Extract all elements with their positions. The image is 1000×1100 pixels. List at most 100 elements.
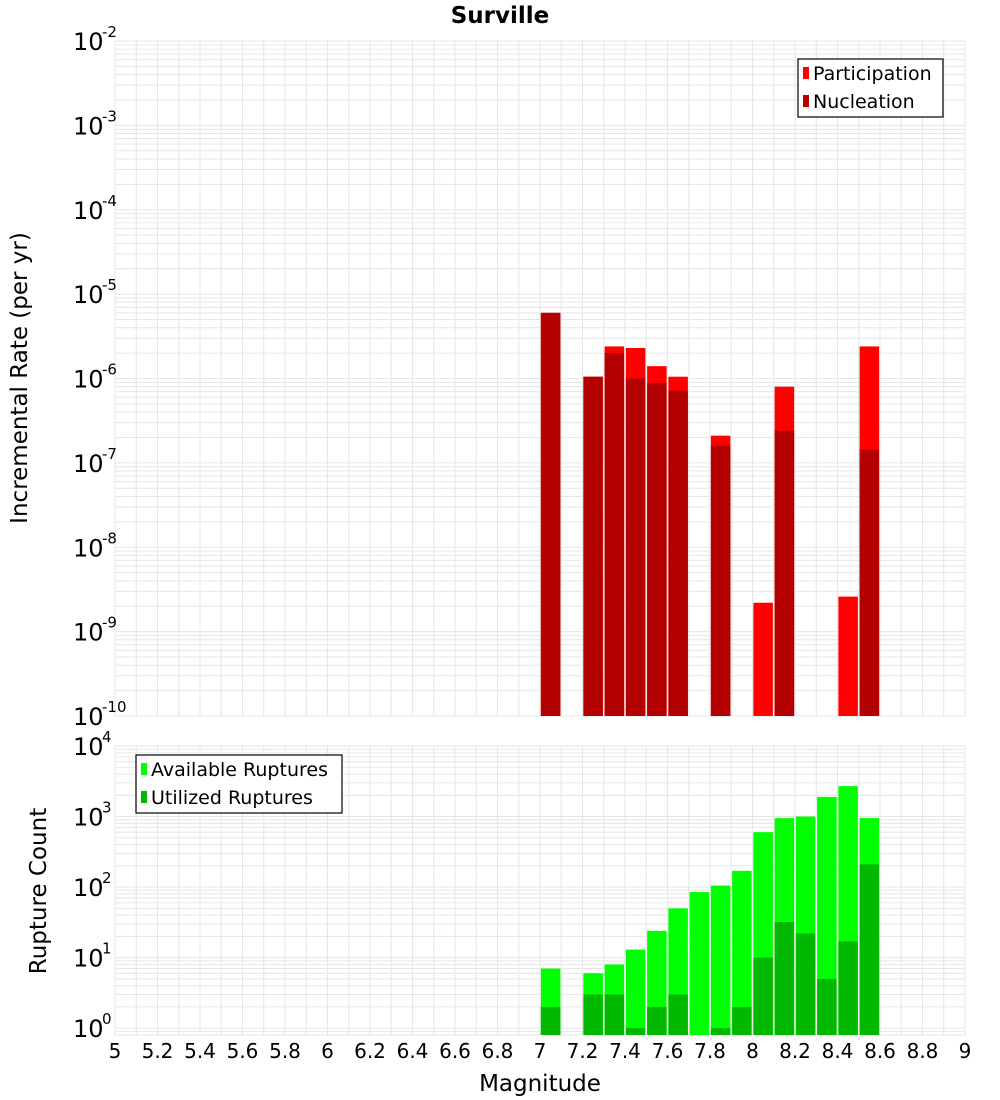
top-legend: Participation Nucleation (797, 58, 944, 118)
count-bar-b (647, 1006, 667, 1035)
count-y-tick-base: 10 (73, 804, 104, 832)
rate-y-tick-exponent: -6 (102, 361, 117, 379)
count-y-tick-exponent: 1 (102, 940, 112, 958)
rate-y-tick-exponent: -7 (102, 445, 117, 463)
rate-bar-a (753, 602, 773, 716)
rate-y-tick-base: 10 (73, 28, 104, 56)
bottom-y-axis-title: Rupture Count (26, 808, 52, 974)
count-bar-b (774, 921, 795, 1035)
x-tick-label: 7.6 (652, 1039, 684, 1063)
legend-swatch (803, 67, 809, 79)
rate-y-tick-base: 10 (73, 703, 104, 731)
rate-bar-b (774, 430, 795, 716)
x-tick-label: 5 (109, 1039, 122, 1063)
count-bar-b (732, 1006, 752, 1035)
rate-y-tick-exponent: -10 (102, 698, 127, 716)
count-y-tick-exponent: 4 (102, 728, 112, 746)
rate-y-tick-exponent: -5 (102, 276, 117, 294)
count-bar-b (859, 864, 880, 1035)
top-y-axis: 10-210-310-410-510-610-710-810-910-10 (73, 23, 127, 731)
count-bar-b (625, 1028, 646, 1035)
count-bar-b (795, 933, 816, 1035)
count-bar-a (689, 892, 710, 1035)
rate-y-tick-base: 10 (73, 619, 104, 647)
rate-bar-b (540, 312, 561, 716)
count-y-tick-exponent: 3 (102, 799, 112, 817)
rate-bar-b (583, 376, 603, 716)
count-y-tick-base: 10 (73, 733, 104, 761)
count-bar-a (732, 870, 752, 1035)
rate-y-tick-exponent: -2 (102, 23, 117, 41)
legend-label: Nucleation (813, 91, 915, 113)
count-bar-b (583, 994, 603, 1035)
rate-bar-b (647, 383, 667, 716)
rate-y-tick-base: 10 (73, 450, 104, 478)
legend-label: Available Ruptures (151, 759, 328, 781)
legend-label: Utilized Ruptures (151, 787, 313, 809)
x-axis-title: Magnitude (479, 1071, 601, 1097)
x-tick-label: 7.2 (567, 1039, 599, 1063)
rate-y-tick-base: 10 (73, 281, 104, 309)
count-y-tick-exponent: 0 (102, 1010, 112, 1028)
count-bar-b (668, 994, 688, 1035)
x-tick-label: 5.6 (227, 1039, 259, 1063)
x-tick-label: 8.2 (779, 1039, 811, 1063)
legend-frame (797, 58, 944, 118)
rate-bar-b (625, 378, 646, 716)
top-grid (114, 40, 966, 717)
rate-bar-b (859, 449, 880, 716)
x-tick-label: 5.2 (142, 1039, 174, 1063)
rate-y-tick-base: 10 (73, 112, 104, 140)
rate-y-tick-base: 10 (73, 534, 104, 562)
bottom-bars (540, 786, 880, 1035)
count-bar-b (604, 994, 625, 1035)
rate-y-tick-exponent: -8 (102, 529, 117, 547)
rate-bar-a (838, 596, 858, 716)
x-tick-label: 9 (959, 1039, 972, 1063)
count-bar-a (625, 949, 646, 1035)
top-y-axis-title: Incremental Rate (per yr) (7, 232, 33, 524)
chart-title: Surville (451, 3, 550, 29)
count-bar-a (817, 796, 837, 1035)
x-tick-label: 8.6 (864, 1039, 896, 1063)
x-tick-label: 6.6 (439, 1039, 471, 1063)
x-tick-label: 6.4 (397, 1039, 429, 1063)
legend-swatch (803, 95, 809, 107)
count-bar-b (838, 941, 858, 1035)
x-tick-label: 8.4 (822, 1039, 854, 1063)
x-tick-label: 6 (321, 1039, 334, 1063)
count-y-tick-base: 10 (73, 945, 104, 973)
count-y-tick-base: 10 (73, 874, 104, 902)
rate-y-tick-exponent: -9 (102, 614, 117, 632)
x-axis: 5 5.2 5.4 5.6 5.8 6 6.2 6.4 6.6 6.8 7 7.2 7.4 7.6 7.8 8… (109, 1039, 972, 1063)
count-y-tick-base: 10 (73, 1015, 104, 1043)
x-tick-label: 7 (534, 1039, 547, 1063)
bottom-legend: Available Ruptures Utilized Ruptures (135, 754, 343, 814)
x-tick-label: 8 (746, 1039, 759, 1063)
rate-bar-b (710, 445, 731, 716)
legend-frame (135, 754, 343, 814)
x-tick-label: 7.4 (609, 1039, 641, 1063)
legend-label: Participation (813, 63, 932, 85)
count-bar-b (753, 957, 773, 1035)
x-tick-label: 7.8 (694, 1039, 726, 1063)
count-bar-b (710, 1028, 731, 1035)
legend-swatch (141, 791, 147, 803)
rate-bar-b (604, 353, 625, 716)
rate-bar-b (668, 390, 688, 716)
count-bar-b (817, 978, 837, 1035)
rate-y-tick-exponent: -3 (102, 107, 117, 125)
count-bar-b (540, 1006, 561, 1035)
rate-y-tick-base: 10 (73, 197, 104, 225)
x-tick-label: 5.4 (184, 1039, 216, 1063)
count-bar-a (710, 885, 731, 1035)
x-tick-label: 5.8 (269, 1039, 301, 1063)
x-tick-label: 8.8 (907, 1039, 939, 1063)
x-tick-label: 6.8 (482, 1039, 514, 1063)
rate-y-tick-exponent: -4 (102, 192, 117, 210)
count-y-tick-exponent: 2 (102, 869, 112, 887)
rate-y-tick-base: 10 (73, 366, 104, 394)
top-bars (540, 312, 880, 716)
